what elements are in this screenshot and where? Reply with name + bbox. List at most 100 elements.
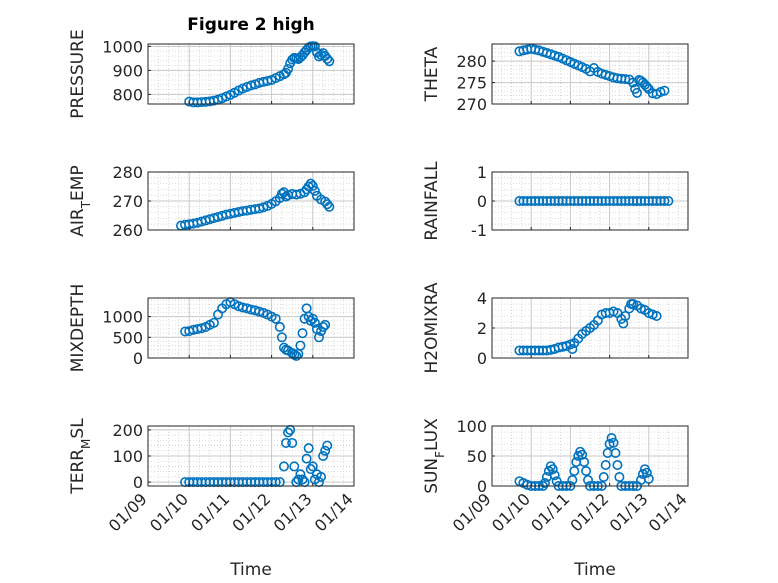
x-tick-label: 01/10 [488,489,534,535]
axes-box-0 [147,43,355,105]
subplot-5: 0 2 4 H2OMIXRA [422,282,689,374]
series-0 [184,41,335,108]
x-tick-label: 01/10 [146,489,192,535]
data-point-4-24 [276,332,287,343]
x-tick-label: 01/09 [105,489,151,535]
data-point-4-44 [320,319,331,330]
y-axis-label-1: THETA [422,46,442,102]
data-point-0-44 [322,53,333,64]
y-tick-label: 270 [456,95,487,114]
y-tick-label: 1000 [102,308,143,327]
data-point-3-37 [659,196,670,207]
y-tick-label: 260 [112,221,143,240]
data-point-7-24 [579,456,590,467]
data-point-4-33 [297,328,308,339]
series-3 [514,196,674,207]
data-point-6-45 [322,440,333,451]
y-tick-label: 280 [456,52,487,71]
data-point-4-39 [309,317,320,328]
data-point-7-31 [598,471,609,482]
data-point-7-12 [549,470,560,481]
data-point-2-37 [309,185,320,196]
data-point-7-48 [641,467,652,478]
data-point-4-23 [274,321,285,332]
data-point-1-41 [659,85,670,96]
data-point-6-44 [320,445,331,456]
y-axis-label-2: AIRTEMP [68,165,93,236]
data-point-2-42 [324,201,335,212]
series-5 [514,298,662,356]
y-tick-label: 0 [133,473,143,492]
data-point-6-35 [301,453,312,464]
data-point-3-38 [663,196,674,207]
axes-box-4 [147,297,355,359]
y-tick-label: 270 [112,192,143,211]
x-tick-label: 01/14 [311,489,357,535]
y-tick-label: 1 [477,163,487,182]
data-point-4-22 [270,313,281,324]
data-point-7-35 [606,432,617,443]
y-axis-label-6: TERRMSL [68,418,93,495]
data-point-4-30 [291,350,302,361]
data-point-6-33 [297,474,308,485]
x-tick-label: 01/13 [270,489,316,535]
data-point-5-38 [651,310,662,321]
series-1 [514,43,670,100]
data-point-6-38 [307,461,318,472]
series-2 [175,178,335,231]
data-point-4-7 [208,317,219,328]
data-point-6-24 [278,461,289,472]
x-tick-label: 01/12 [228,489,274,535]
y-axis-label-3: RAINFALL [422,161,442,241]
y-axis-label-7: SUNFLUX [422,418,447,494]
data-point-0-25 [283,63,294,74]
y-tick-label: 100 [456,417,487,436]
data-point-5-29 [620,310,631,321]
y-tick-label: 4 [477,289,487,308]
data-point-7-39 [614,471,625,482]
series-4 [180,297,331,361]
data-point-6-26 [283,427,294,438]
data-point-6-25 [281,437,292,448]
y-axis-label-0: PRESSURE [68,29,88,118]
y-tick-label: 800 [112,85,143,104]
data-point-4-32 [295,340,306,351]
y-tick-label: 0 [477,349,487,368]
data-point-0-45 [324,56,335,67]
subplot-0: 800 900 1000 PRESSURE [68,29,355,119]
y-tick-label: 2 [477,319,487,338]
data-point-7-36 [608,437,619,448]
y-tick-label: 1000 [102,37,143,56]
data-point-6-31 [293,474,304,485]
axes-box-1 [491,43,689,105]
data-point-7-19 [569,465,580,476]
data-point-4-4 [196,323,207,334]
data-point-6-42 [316,471,327,482]
data-point-6-28 [287,437,298,448]
data-point-6-32 [295,469,306,480]
data-point-4-43 [318,321,329,332]
data-point-7-7 [539,477,550,488]
data-point-6-37 [305,464,316,475]
data-point-7-32 [600,459,611,470]
data-point-7-38 [612,459,623,470]
subplot-3: -1 0 1 RAINFALL [422,161,689,241]
data-point-1-27 [620,74,631,85]
y-axis-label-4: MIXDEPTH [68,284,88,373]
figure-title: Figure 2 high [187,15,315,35]
subplot-1: 270 275 280 THETA [422,43,689,114]
y-tick-label: 100 [112,447,143,466]
y-tick-label: 280 [112,163,143,182]
y-tick-label: 0 [477,192,487,211]
subplot-2: 260 270 280 AIRTEMP [68,163,355,240]
data-point-7-13 [551,476,562,487]
y-tick-label: 0 [477,477,487,496]
data-point-2-36 [307,180,318,191]
data-point-5-14 [567,343,578,354]
data-point-4-41 [313,332,324,343]
y-tick-label: -1 [471,221,487,240]
